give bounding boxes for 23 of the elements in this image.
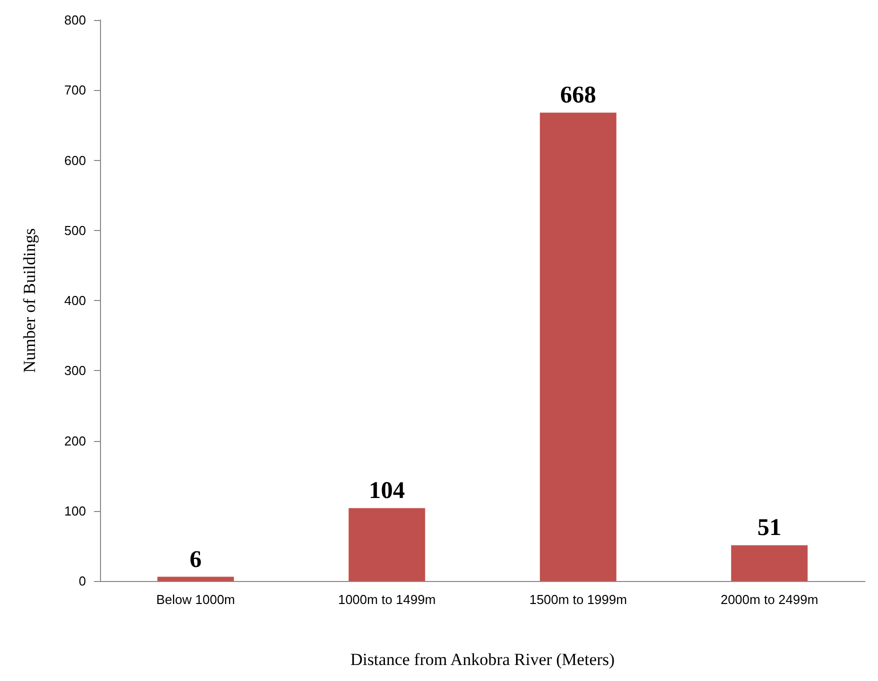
data-label: 6 [190,546,202,573]
x-tick-label: 1000m to 1499m [338,592,436,607]
y-tick-label: 800 [64,12,86,28]
y-tick-label: 0 [78,574,86,588]
y-axis-title: Number of Buildings [20,228,39,373]
bar [157,576,234,581]
data-label: 104 [368,478,405,504]
bar [348,508,426,581]
x-tick-label: 1500m to 1999m [529,592,627,607]
y-tick-label: 600 [64,152,86,168]
y-tick-label: 400 [64,293,86,308]
y-tick-label: 100 [64,503,86,518]
x-tick-label: Below 1000m [156,592,236,607]
bar [540,112,616,581]
y-tick-label: 700 [64,82,86,98]
data-label: 668 [560,82,596,109]
bar [731,545,808,581]
y-tick-label: 500 [64,222,86,238]
x-tick-label: 2000m to 2499m [720,592,818,607]
y-tick-label: 200 [64,433,86,448]
x-axis-title: Distance from Ankobra River (Meters) [350,650,615,669]
y-tick-label: 300 [64,363,86,378]
data-label: 51 [757,515,782,542]
